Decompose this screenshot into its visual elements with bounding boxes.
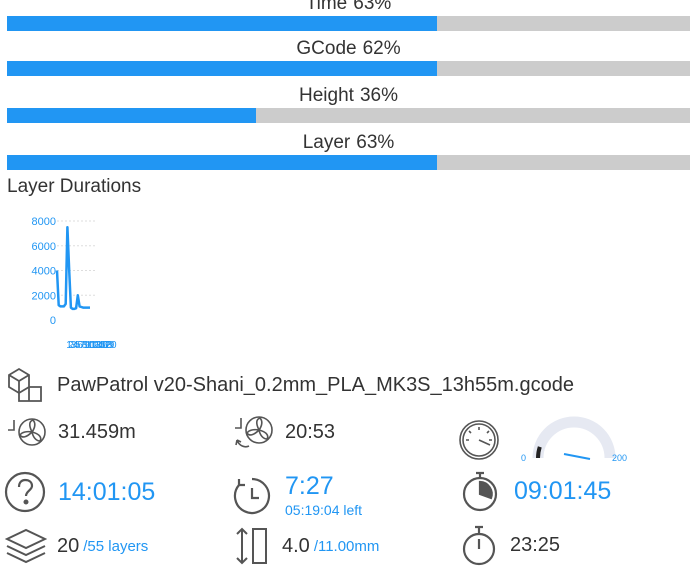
progress-fill: [7, 108, 257, 123]
timer-icon: [460, 524, 498, 566]
progress-label: Layer: [302, 132, 351, 153]
x-tick-label: 20: [105, 340, 117, 351]
height-icon: [234, 526, 270, 566]
progress-percent: 36%: [359, 85, 398, 106]
y-tick-label: 8000: [32, 216, 56, 228]
progress-time: Time 63%: [7, 0, 690, 31]
progress-bar: [7, 16, 690, 31]
progress-fill: [7, 16, 438, 31]
x-tick-label: 11: [86, 340, 97, 351]
stopwatch-icon: [460, 470, 500, 512]
elapsed-stat: 09:01:45: [460, 470, 611, 512]
y-tick-label: 4000: [32, 266, 56, 278]
filament-fan-icon: [6, 416, 46, 448]
layer-total: /55 layers: [83, 537, 149, 555]
speed-gauge: 0 200: [521, 416, 627, 463]
remaining-time: 7:27: [285, 472, 334, 500]
x-tick-label: 6: [77, 340, 83, 351]
x-tick-label: 9: [84, 340, 90, 351]
progress-bar: [7, 108, 690, 123]
x-tick-label: 4: [73, 340, 79, 351]
gauge-min-label: 0: [521, 453, 526, 463]
layer-time-stat: 23:25: [460, 524, 560, 566]
filament-stat: 31.459m: [6, 416, 136, 448]
x-tick-label: 3: [71, 340, 77, 351]
layers-icon: [5, 527, 47, 565]
clock-back-icon: [231, 475, 273, 517]
x-tick-label: 15: [94, 340, 106, 351]
file-name: PawPatrol v20-Shani_0.2mm_PLA_MK3S_13h55…: [57, 373, 574, 396]
filament-change-time: 20:53: [285, 420, 336, 443]
x-tick-label: 14: [92, 340, 104, 351]
layer-durations-chart: 0200040006000800012345678910111213141516…: [32, 216, 117, 351]
progress-fill: [7, 61, 438, 76]
speed-gauge-stat: 0 200: [458, 415, 630, 465]
x-tick-label: 16: [97, 340, 109, 351]
remaining-stat: 7:27 05:19:04 left: [231, 474, 362, 517]
gauge-max-label: 200: [612, 453, 627, 463]
eta-stat: 14:01:05: [4, 471, 155, 513]
x-tick-label: 17: [99, 340, 111, 351]
progress-percent: 63%: [356, 132, 395, 153]
x-tick-label: 5: [75, 340, 81, 351]
x-tick-label: 8: [82, 340, 88, 351]
elapsed-time: 09:01:45: [514, 476, 612, 505]
x-tick-label: 1: [66, 340, 72, 351]
height-current: 4.0: [282, 534, 310, 557]
speedometer-icon: [458, 419, 500, 461]
x-tick-label: 19: [103, 340, 115, 351]
cube-icon: [6, 366, 44, 404]
progress-label: Height: [299, 85, 354, 106]
progress-percent: 63%: [353, 0, 392, 14]
filament-change-stat: 20:53: [233, 414, 335, 450]
x-tick-label: 2: [68, 340, 74, 351]
progress-layer: Layer 63%: [7, 131, 690, 170]
progress-fill: [7, 155, 438, 170]
y-tick-label: 0: [50, 315, 56, 327]
progress-percent: 62%: [362, 38, 401, 59]
layer-time: 23:25: [510, 533, 561, 556]
progress-label: GCode: [296, 38, 357, 59]
x-tick-label: 10: [83, 340, 95, 351]
y-tick-label: 6000: [32, 241, 56, 253]
layer-current: 20: [57, 534, 80, 557]
progress-height: Height 36%: [7, 84, 690, 123]
series-line: [55, 225, 90, 311]
x-tick-label: 13: [90, 340, 102, 351]
filament-change-icon: [233, 414, 273, 450]
gauge-needle: [563, 453, 591, 460]
question-icon: [4, 471, 46, 513]
progress-bar: [7, 61, 690, 76]
eta-time: 14:01:05: [58, 477, 156, 506]
height-total: /11.00mm: [313, 537, 380, 555]
x-tick-label: 18: [101, 340, 113, 351]
progress-label: Time: [305, 0, 348, 14]
y-tick-label: 2000: [32, 290, 56, 302]
filament-length: 31.459m: [58, 420, 136, 443]
section-title: Layer Durations: [7, 176, 142, 197]
layer-stat: 20 /55 layers: [5, 527, 148, 565]
x-tick-label: 7: [79, 340, 85, 351]
height-stat: 4.0 /11.00mm: [234, 526, 379, 566]
x-tick-label: 12: [88, 340, 100, 351]
remaining-left: 05:19:04 left: [285, 502, 363, 518]
progress-gcode: GCode 62%: [7, 37, 690, 76]
file-row: PawPatrol v20-Shani_0.2mm_PLA_MK3S_13h55…: [6, 366, 574, 404]
progress-bar: [7, 155, 690, 170]
